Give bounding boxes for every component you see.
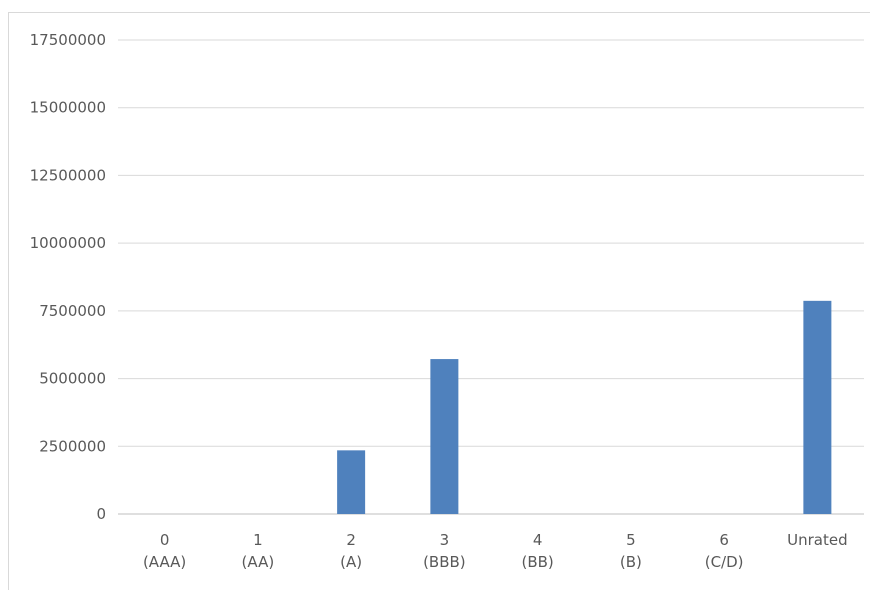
x-category-label: 6 [719,531,729,549]
bar [337,450,366,514]
x-category-label: (AAA) [143,553,186,571]
y-tick-label: 2500000 [39,437,106,455]
x-category-label: (BB) [521,553,553,571]
chart-frame [8,12,870,590]
x-category-label: Unrated [787,531,847,549]
y-tick-label: 17500000 [30,31,106,49]
y-tick-label: 7500000 [39,302,106,320]
y-tick-label: 5000000 [39,370,106,388]
y-tick-label: 0 [96,505,106,523]
x-category-label: 2 [346,531,356,549]
x-category-label: (A) [340,553,362,571]
x-category-label: 0 [160,531,170,549]
x-category-label: (C/D) [705,553,744,571]
x-category-label: (B) [620,553,642,571]
x-category-label: 3 [440,531,450,549]
x-category-label: 5 [626,531,636,549]
x-category-label: 4 [533,531,543,549]
y-tick-label: 15000000 [30,99,106,117]
x-category-label: (AA) [242,553,275,571]
y-tick-label: 12500000 [30,166,106,184]
x-category-label: (BBB) [423,553,466,571]
bar [430,359,459,514]
y-tick-label: 10000000 [30,234,106,252]
x-category-label: 1 [253,531,263,549]
bar [803,300,832,514]
